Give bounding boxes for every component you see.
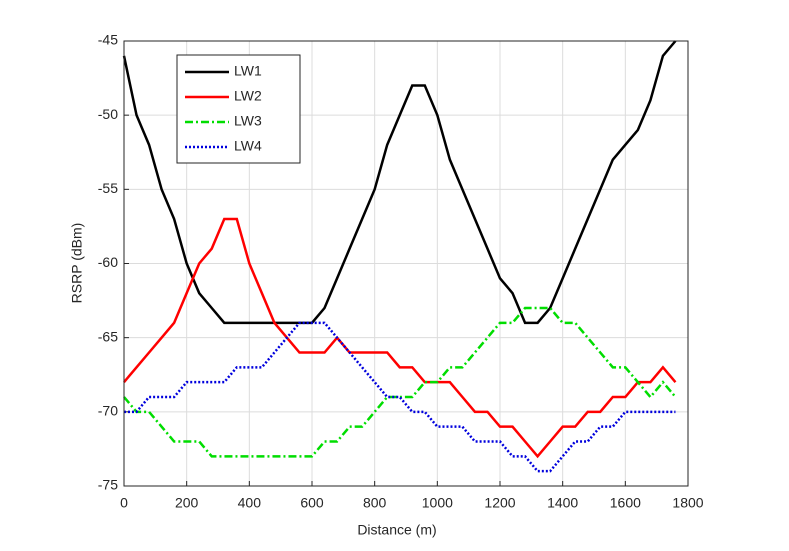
y-tick-label: -45 [98, 32, 118, 48]
legend-label: LW3 [234, 113, 262, 129]
x-axis-label: Distance (m) [357, 522, 436, 538]
y-axis-label: RSRP (dBm) [69, 223, 85, 304]
x-tick-label: 1800 [672, 495, 703, 511]
y-tick-label: -65 [98, 328, 118, 344]
y-tick-label: -75 [98, 477, 118, 493]
series-line [122, 40, 677, 325]
x-tick-label: 0 [120, 495, 128, 511]
x-tick-label: 1400 [547, 495, 578, 511]
x-tick-label: 1200 [484, 495, 515, 511]
legend-label: LW4 [234, 138, 262, 154]
y-tick-label: -55 [98, 180, 118, 196]
x-tick-label: 600 [300, 495, 324, 511]
x-tick-label: 1600 [610, 495, 641, 511]
y-tick-label: -60 [98, 254, 118, 270]
legend-box [176, 54, 301, 164]
series-line [123, 306, 677, 458]
x-tick-label: 400 [238, 495, 262, 511]
x-tick-label: 800 [363, 495, 387, 511]
plot-frame [123, 40, 689, 487]
legend-label: LW1 [234, 63, 262, 79]
x-tick-label: 1000 [422, 495, 453, 511]
series-line [124, 321, 676, 473]
y-tick-label: -50 [98, 106, 118, 122]
x-tick-label: 200 [175, 495, 199, 511]
y-tick-label: -70 [98, 403, 118, 419]
legend-label: LW2 [234, 88, 262, 104]
series-line [123, 217, 677, 459]
